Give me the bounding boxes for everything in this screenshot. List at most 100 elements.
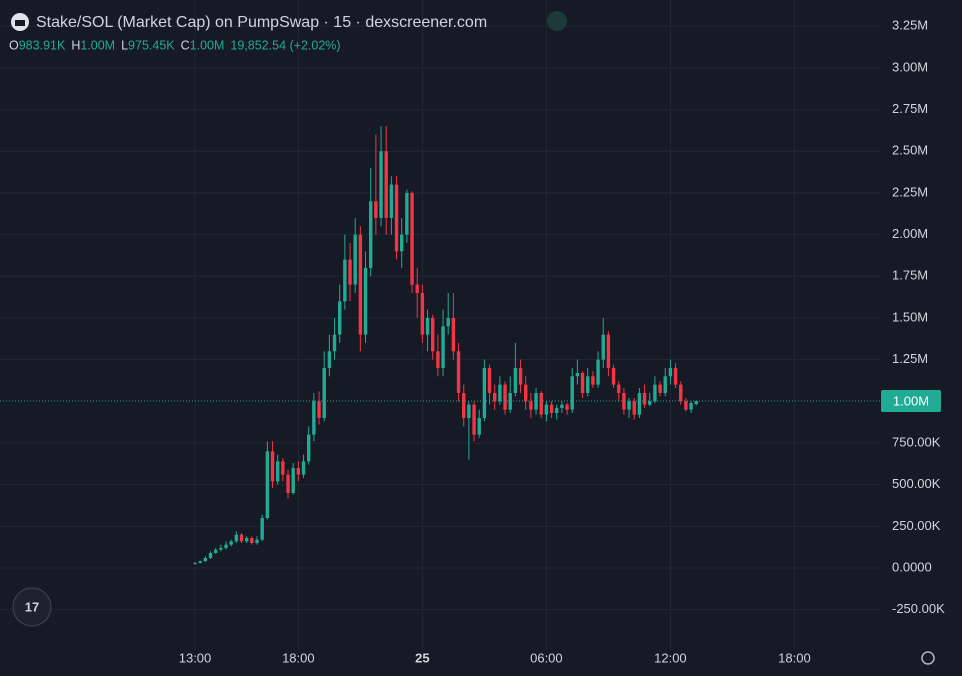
candle-body	[565, 404, 569, 410]
candle-body	[580, 372, 585, 393]
candle-body	[653, 384, 657, 402]
candle-body	[265, 451, 270, 518]
candle-body	[694, 400, 698, 404]
candle-body	[332, 334, 337, 352]
exchange-icon-inner	[15, 20, 25, 26]
candle-body	[275, 461, 280, 482]
candle-body	[591, 376, 595, 385]
x-tick-label: 18:00	[778, 650, 811, 665]
candle-body	[534, 392, 538, 410]
ohlc-legend: O 983.91K H 1.00M L 975.45K C 1.00M 19,852.54 (+…	[9, 38, 341, 52]
candle-body	[317, 401, 321, 418]
candle-body	[244, 537, 249, 542]
candle-body	[684, 401, 688, 410]
x-tick-label: 13:00	[179, 650, 212, 665]
candle-body	[338, 301, 342, 335]
candle-body	[193, 563, 197, 565]
candle-body	[596, 359, 600, 385]
y-tick-label: 3.25M	[892, 18, 928, 33]
candle-body	[549, 404, 554, 413]
grid	[0, 0, 880, 650]
candle-body	[296, 467, 301, 475]
y-tick-label: 750.00K	[892, 434, 941, 449]
y-tick-label: 2.25M	[892, 184, 928, 199]
y-tick-label: 2.50M	[892, 143, 928, 158]
candle-body	[477, 417, 481, 435]
candle-body	[456, 351, 461, 393]
candle-body	[260, 517, 264, 540]
candle-body	[606, 334, 611, 368]
ohlc-value: 1.00M	[190, 38, 225, 52]
candle-body	[513, 367, 518, 393]
ohlc-value: 1.00M	[80, 38, 115, 52]
candle-body	[420, 292, 425, 335]
candle-body	[394, 184, 399, 252]
candle-body	[668, 367, 673, 377]
ohlc-key: C	[181, 38, 190, 52]
candle-body	[518, 367, 523, 385]
candle-body	[637, 392, 642, 415]
candle-body	[389, 184, 394, 218]
candle-body	[503, 384, 507, 410]
y-tick-label: 1.50M	[892, 309, 928, 324]
candle-body	[617, 384, 621, 393]
candle-body	[405, 192, 409, 235]
candle-body	[322, 367, 326, 418]
candle-body	[441, 326, 445, 368]
last-price-label: 1.00M	[893, 393, 929, 408]
ohlc-value: 983.91K	[19, 38, 66, 52]
candle-body	[570, 376, 574, 410]
candle-body	[658, 384, 662, 393]
ohlc-key: H	[71, 38, 80, 52]
candle-body	[673, 367, 678, 385]
candle-body	[250, 537, 254, 543]
candle-body	[358, 234, 363, 335]
candle-body	[555, 407, 559, 413]
candle-body	[343, 259, 347, 302]
candle-body	[363, 267, 368, 335]
candle-body	[384, 151, 388, 218]
candle-body	[229, 541, 233, 545]
y-tick-label: 0.0000	[892, 559, 932, 574]
candle-body	[348, 259, 352, 285]
candle-body	[415, 284, 419, 293]
x-tick-label: 06:00	[530, 650, 563, 665]
candle-body	[436, 351, 440, 368]
candle-body	[560, 404, 564, 408]
candle-body	[286, 474, 290, 493]
candle-body	[374, 201, 378, 218]
candle-body	[400, 234, 404, 252]
candle-body	[270, 451, 275, 482]
candle-body	[493, 392, 497, 402]
x-tick-label: 18:00	[282, 650, 315, 665]
candles	[0, 126, 880, 565]
y-tick-label: 500.00K	[892, 476, 941, 491]
settings-icon[interactable]	[921, 651, 935, 665]
tv-logo[interactable]	[12, 587, 52, 627]
chart-title: Stake/SOL (Market Cap) on PumpSwap · 15 …	[36, 14, 487, 31]
candle-body	[291, 467, 295, 493]
candle-body	[524, 384, 528, 402]
candle-body	[203, 558, 208, 562]
tv-logo-mark: 17	[25, 599, 39, 614]
ohlc-key: O	[9, 38, 19, 52]
ohlc-change: 19,852.54 (+2.02%)	[230, 38, 340, 52]
candle-body	[198, 561, 202, 564]
candle-body	[472, 404, 476, 435]
candle-body	[410, 192, 414, 285]
candle-body	[208, 552, 213, 559]
y-tick-label: 1.25M	[892, 351, 928, 366]
candle-body	[312, 401, 316, 435]
candle-body	[467, 404, 471, 418]
y-tick-label: -250.00K	[892, 601, 945, 616]
candle-body	[234, 534, 239, 542]
candle-body	[301, 461, 306, 475]
candle-body	[498, 384, 502, 402]
candle-body	[281, 461, 285, 475]
candle-body	[642, 392, 647, 405]
candle-body	[586, 376, 590, 393]
candle-body	[379, 151, 383, 218]
candle-body	[327, 351, 332, 368]
